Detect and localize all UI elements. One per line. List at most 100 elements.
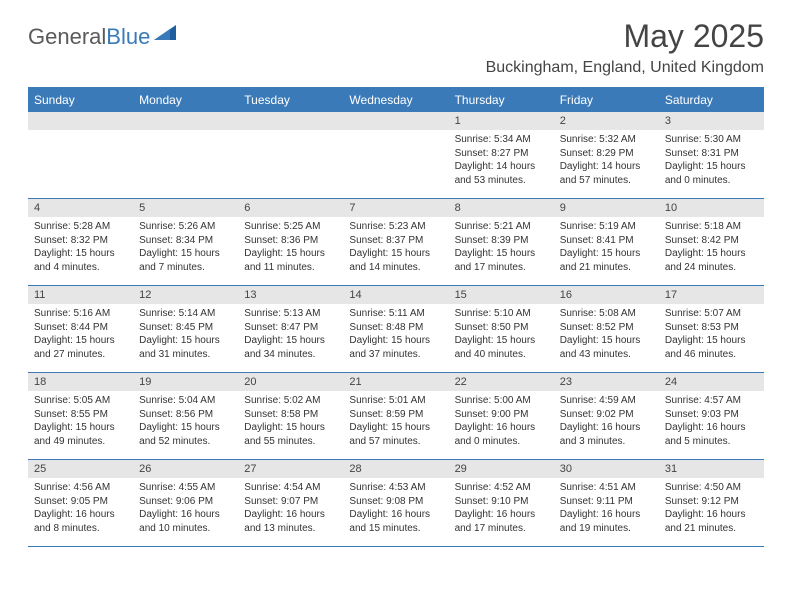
day-cell: 17Sunrise: 5:07 AMSunset: 8:53 PMDayligh… [659, 286, 764, 372]
day-number: 26 [133, 460, 238, 478]
day-cell: 20Sunrise: 5:02 AMSunset: 8:58 PMDayligh… [238, 373, 343, 459]
daylight-text: Daylight: 16 hours and 8 minutes. [34, 508, 127, 535]
sunrise-text: Sunrise: 5:23 AM [349, 220, 442, 234]
day-body: Sunrise: 4:53 AMSunset: 9:08 PMDaylight:… [343, 478, 448, 539]
day-number: 30 [554, 460, 659, 478]
day-cell: 11Sunrise: 5:16 AMSunset: 8:44 PMDayligh… [28, 286, 133, 372]
day-body: Sunrise: 4:57 AMSunset: 9:03 PMDaylight:… [659, 391, 764, 452]
daylight-text: Daylight: 15 hours and 0 minutes. [665, 160, 758, 187]
sunrise-text: Sunrise: 4:54 AM [244, 481, 337, 495]
day-body [28, 130, 133, 137]
day-number: 13 [238, 286, 343, 304]
day-number: 2 [554, 112, 659, 130]
day-number: 22 [449, 373, 554, 391]
sunrise-text: Sunrise: 5:25 AM [244, 220, 337, 234]
sunset-text: Sunset: 8:58 PM [244, 408, 337, 422]
sunset-text: Sunset: 8:47 PM [244, 321, 337, 335]
sunset-text: Sunset: 9:12 PM [665, 495, 758, 509]
day-cell: 16Sunrise: 5:08 AMSunset: 8:52 PMDayligh… [554, 286, 659, 372]
sunset-text: Sunset: 8:41 PM [560, 234, 653, 248]
sunset-text: Sunset: 9:07 PM [244, 495, 337, 509]
daylight-text: Daylight: 15 hours and 21 minutes. [560, 247, 653, 274]
daylight-text: Daylight: 15 hours and 4 minutes. [34, 247, 127, 274]
sunrise-text: Sunrise: 5:02 AM [244, 394, 337, 408]
day-number [238, 112, 343, 130]
sunrise-text: Sunrise: 5:04 AM [139, 394, 232, 408]
day-cell: 19Sunrise: 5:04 AMSunset: 8:56 PMDayligh… [133, 373, 238, 459]
week-row: 25Sunrise: 4:56 AMSunset: 9:05 PMDayligh… [28, 460, 764, 547]
calendar-page: GeneralBlue May 2025 Buckingham, England… [0, 0, 792, 547]
sunrise-text: Sunrise: 5:32 AM [560, 133, 653, 147]
daylight-text: Daylight: 16 hours and 3 minutes. [560, 421, 653, 448]
weeks-container: 1Sunrise: 5:34 AMSunset: 8:27 PMDaylight… [28, 112, 764, 547]
sunset-text: Sunset: 9:05 PM [34, 495, 127, 509]
daylight-text: Daylight: 16 hours and 13 minutes. [244, 508, 337, 535]
day-number: 23 [554, 373, 659, 391]
day-cell: 3Sunrise: 5:30 AMSunset: 8:31 PMDaylight… [659, 112, 764, 198]
day-body: Sunrise: 5:19 AMSunset: 8:41 PMDaylight:… [554, 217, 659, 278]
daylight-text: Daylight: 15 hours and 57 minutes. [349, 421, 442, 448]
triangle-icon [154, 23, 180, 46]
day-cell: 28Sunrise: 4:53 AMSunset: 9:08 PMDayligh… [343, 460, 448, 546]
day-cell: 1Sunrise: 5:34 AMSunset: 8:27 PMDaylight… [449, 112, 554, 198]
day-number: 3 [659, 112, 764, 130]
sunset-text: Sunset: 8:45 PM [139, 321, 232, 335]
sunrise-text: Sunrise: 5:19 AM [560, 220, 653, 234]
day-cell [343, 112, 448, 198]
day-header-wed: Wednesday [343, 88, 448, 112]
day-cell: 25Sunrise: 4:56 AMSunset: 9:05 PMDayligh… [28, 460, 133, 546]
sunset-text: Sunset: 8:48 PM [349, 321, 442, 335]
day-number: 21 [343, 373, 448, 391]
day-body: Sunrise: 5:13 AMSunset: 8:47 PMDaylight:… [238, 304, 343, 365]
day-cell: 10Sunrise: 5:18 AMSunset: 8:42 PMDayligh… [659, 199, 764, 285]
daylight-text: Daylight: 15 hours and 14 minutes. [349, 247, 442, 274]
sunrise-text: Sunrise: 5:28 AM [34, 220, 127, 234]
sunset-text: Sunset: 8:34 PM [139, 234, 232, 248]
daylight-text: Daylight: 15 hours and 11 minutes. [244, 247, 337, 274]
day-cell: 27Sunrise: 4:54 AMSunset: 9:07 PMDayligh… [238, 460, 343, 546]
day-header-thu: Thursday [449, 88, 554, 112]
daylight-text: Daylight: 15 hours and 52 minutes. [139, 421, 232, 448]
daylight-text: Daylight: 16 hours and 0 minutes. [455, 421, 548, 448]
day-number: 18 [28, 373, 133, 391]
sunrise-text: Sunrise: 4:53 AM [349, 481, 442, 495]
day-cell: 2Sunrise: 5:32 AMSunset: 8:29 PMDaylight… [554, 112, 659, 198]
day-body [343, 130, 448, 137]
day-cell: 6Sunrise: 5:25 AMSunset: 8:36 PMDaylight… [238, 199, 343, 285]
day-number: 29 [449, 460, 554, 478]
title-block: May 2025 Buckingham, England, United Kin… [486, 18, 764, 77]
sunset-text: Sunset: 9:11 PM [560, 495, 653, 509]
sunset-text: Sunset: 8:31 PM [665, 147, 758, 161]
sunrise-text: Sunrise: 5:11 AM [349, 307, 442, 321]
sunset-text: Sunset: 9:03 PM [665, 408, 758, 422]
sunset-text: Sunset: 8:27 PM [455, 147, 548, 161]
daylight-text: Daylight: 16 hours and 19 minutes. [560, 508, 653, 535]
logo-text-gray: General [28, 24, 106, 49]
week-row: 18Sunrise: 5:05 AMSunset: 8:55 PMDayligh… [28, 373, 764, 460]
day-body: Sunrise: 5:30 AMSunset: 8:31 PMDaylight:… [659, 130, 764, 191]
day-header-mon: Monday [133, 88, 238, 112]
day-body: Sunrise: 5:16 AMSunset: 8:44 PMDaylight:… [28, 304, 133, 365]
day-cell: 29Sunrise: 4:52 AMSunset: 9:10 PMDayligh… [449, 460, 554, 546]
day-body: Sunrise: 5:25 AMSunset: 8:36 PMDaylight:… [238, 217, 343, 278]
sunset-text: Sunset: 8:36 PM [244, 234, 337, 248]
day-cell: 23Sunrise: 4:59 AMSunset: 9:02 PMDayligh… [554, 373, 659, 459]
day-body: Sunrise: 5:18 AMSunset: 8:42 PMDaylight:… [659, 217, 764, 278]
day-number: 20 [238, 373, 343, 391]
day-body: Sunrise: 5:14 AMSunset: 8:45 PMDaylight:… [133, 304, 238, 365]
day-body: Sunrise: 5:10 AMSunset: 8:50 PMDaylight:… [449, 304, 554, 365]
day-cell: 13Sunrise: 5:13 AMSunset: 8:47 PMDayligh… [238, 286, 343, 372]
day-body: Sunrise: 5:28 AMSunset: 8:32 PMDaylight:… [28, 217, 133, 278]
sunrise-text: Sunrise: 4:55 AM [139, 481, 232, 495]
sunrise-text: Sunrise: 5:08 AM [560, 307, 653, 321]
day-number [28, 112, 133, 130]
day-number: 16 [554, 286, 659, 304]
daylight-text: Daylight: 16 hours and 17 minutes. [455, 508, 548, 535]
logo-text: GeneralBlue [28, 24, 150, 50]
sunrise-text: Sunrise: 5:05 AM [34, 394, 127, 408]
day-number: 6 [238, 199, 343, 217]
sunrise-text: Sunrise: 5:26 AM [139, 220, 232, 234]
day-body: Sunrise: 5:05 AMSunset: 8:55 PMDaylight:… [28, 391, 133, 452]
day-body: Sunrise: 4:52 AMSunset: 9:10 PMDaylight:… [449, 478, 554, 539]
day-cell: 31Sunrise: 4:50 AMSunset: 9:12 PMDayligh… [659, 460, 764, 546]
